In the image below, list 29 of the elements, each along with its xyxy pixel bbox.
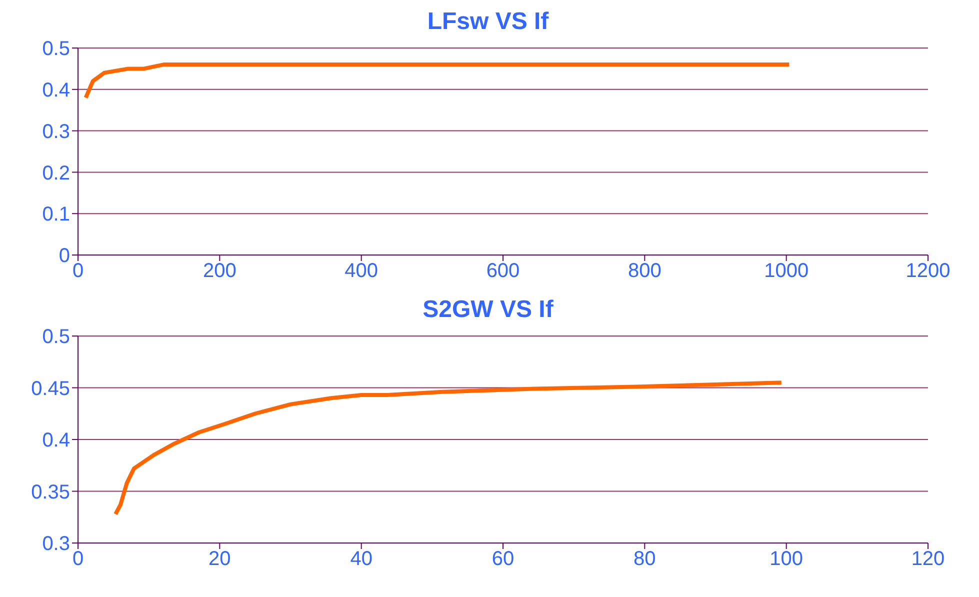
x-tick-label: 200 — [202, 260, 236, 282]
x-tick-label: 0 — [72, 548, 84, 570]
y-tick-label: 0 — [58, 245, 70, 268]
y-tick-label: 0.5 — [42, 326, 70, 348]
y-tick-label: 0.5 — [42, 38, 70, 60]
x-tick-label: 1000 — [764, 260, 809, 282]
y-tick-label: 0.4 — [42, 80, 70, 102]
x-tick-label: 400 — [344, 260, 378, 282]
chart-title: S2GW VS If — [422, 296, 554, 325]
y-tick-label: 0.3 — [42, 533, 70, 556]
y-tick-label: 0.45 — [31, 378, 70, 400]
x-tick-label: 1200 — [906, 260, 950, 282]
line-series — [84, 62, 792, 100]
x-tick-label: 600 — [486, 260, 520, 282]
y-tick-label: 0.3 — [42, 120, 70, 143]
line-series — [114, 380, 784, 516]
y-tick-label: 0.2 — [42, 162, 70, 184]
x-tick-label: 0 — [72, 260, 84, 282]
y-tick-label: 0.35 — [31, 481, 70, 504]
x-tick-label: 100 — [770, 548, 804, 570]
x-tick-label: 120 — [911, 548, 945, 570]
y-tick-label: 0.1 — [42, 204, 70, 226]
chart-title: LFsw VS If — [426, 8, 550, 37]
x-tick-label: 60 — [492, 548, 514, 570]
x-tick-label: 80 — [634, 548, 656, 570]
y-tick-label: 0.4 — [42, 430, 70, 452]
x-tick-label: 40 — [350, 548, 372, 570]
x-tick-label: 800 — [628, 260, 662, 282]
x-tick-label: 20 — [208, 548, 231, 570]
